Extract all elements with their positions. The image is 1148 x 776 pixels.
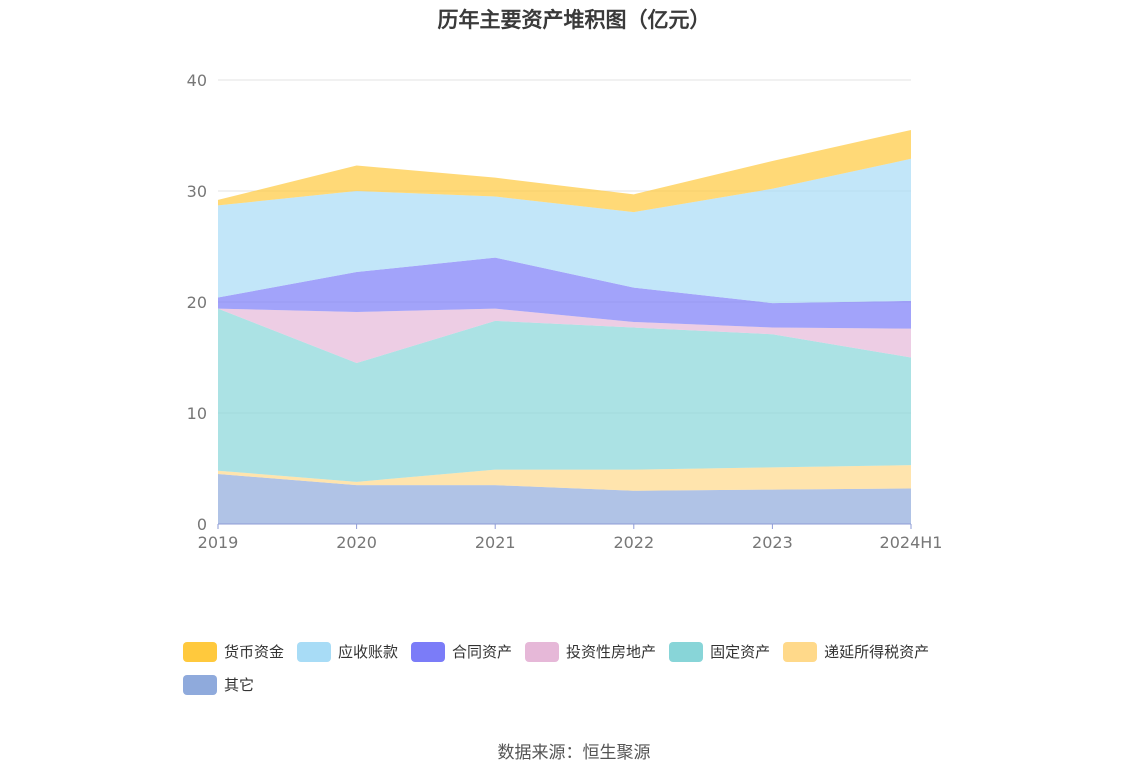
x-tick-label: 2021 — [475, 533, 516, 552]
legend-swatch — [183, 674, 217, 695]
area-投资性房地产 — [218, 308, 911, 364]
legend-label: 合同资产 — [452, 643, 513, 661]
area-其它 — [218, 474, 911, 524]
area-series — [218, 129, 911, 524]
source-note: 数据来源：恒生聚源 — [497, 743, 651, 763]
x-tick-label: 2023 — [752, 533, 793, 552]
legend-swatch — [411, 641, 446, 662]
legend-label: 递延所得税资产 — [824, 643, 930, 661]
x-tick-label: 2020 — [336, 533, 377, 552]
legend-item[interactable]: 其它 — [183, 673, 254, 696]
legend-label: 固定资产 — [710, 643, 771, 661]
area-递延所得税资产 — [218, 465, 911, 491]
x-tick-label: 2022 — [613, 533, 654, 552]
y-tick-label: 10 — [187, 404, 207, 423]
legend-item[interactable]: 合同资产 — [411, 640, 512, 663]
legend-label: 货币资金 — [224, 643, 285, 661]
y-tick-label: 30 — [187, 182, 207, 201]
area-应收账款 — [218, 158, 911, 304]
legend-swatch — [297, 641, 332, 662]
legend-item[interactable]: 货币资金 — [183, 640, 284, 663]
legend-item[interactable]: 固定资产 — [669, 640, 770, 663]
y-tick-label: 40 — [187, 71, 207, 90]
axes: 0 10 20 30 40 2019 2020 2021 2022 2023 2024H1 — [187, 71, 943, 552]
y-tick-label: 0 — [197, 515, 207, 534]
legend-label: 投资性房地产 — [566, 643, 657, 661]
x-tick-label: 2019 — [198, 533, 239, 552]
legend-label: 其它 — [224, 676, 255, 694]
legend-swatch — [669, 641, 704, 662]
legend-swatch — [525, 641, 560, 662]
legend-label: 应收账款 — [338, 643, 399, 661]
legend: 货币资金 应收账款 合同资产 投资性房地产 固定资产 递延所得税资产其它 — [183, 640, 983, 706]
x-tick-label: 2024H1 — [880, 533, 943, 552]
y-tick-label: 20 — [187, 293, 207, 312]
chart-title: 历年主要资产堆积图（亿元） — [437, 8, 711, 32]
legend-item[interactable]: 投资性房地产 — [525, 640, 656, 663]
area-货币资金 — [218, 129, 911, 213]
area-固定资产 — [218, 308, 911, 482]
legend-swatch — [183, 641, 217, 662]
legend-swatch — [783, 641, 818, 662]
legend-item[interactable]: 应收账款 — [297, 640, 398, 663]
legend-item[interactable]: 递延所得税资产 — [783, 640, 929, 663]
area-合同资产 — [218, 257, 911, 329]
